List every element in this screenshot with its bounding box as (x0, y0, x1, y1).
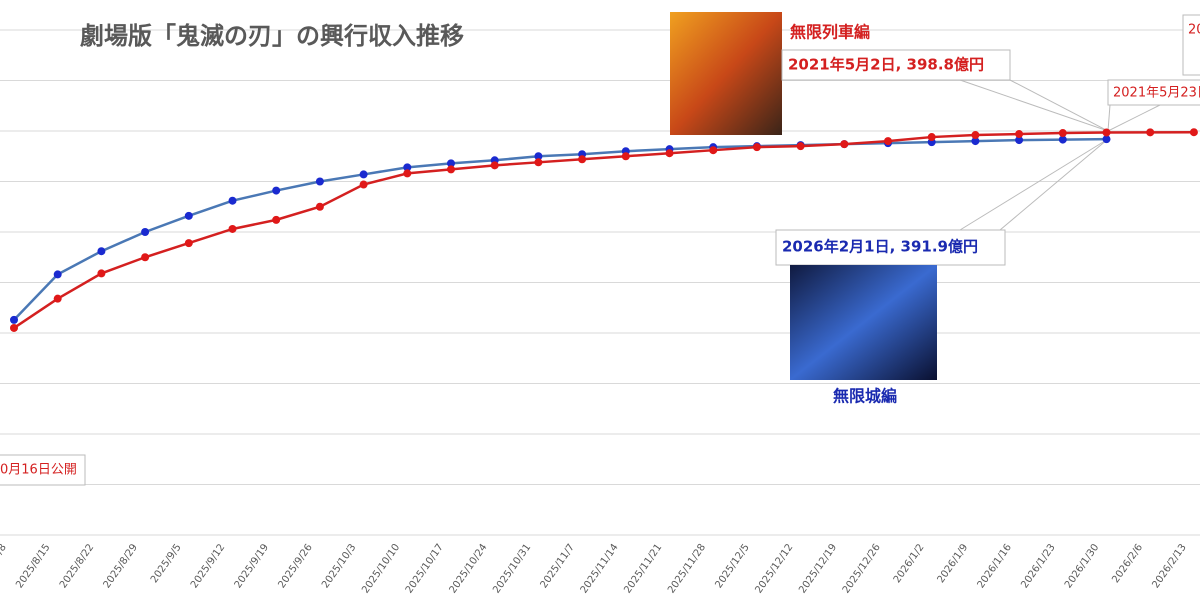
data-point (971, 137, 980, 146)
data-point (10, 315, 18, 324)
data-point (10, 323, 18, 332)
data-point (1058, 135, 1067, 144)
data-point (447, 165, 455, 174)
x-tick-label: 2025/10/31 (491, 542, 533, 596)
x-tick-label: 2025/10/17 (404, 542, 446, 596)
x-tick-label: 2026/2/6 (1110, 542, 1145, 585)
data-point (359, 170, 368, 179)
leader-lines (959, 79, 1161, 231)
x-tick-label: 2025/8/8 (0, 542, 9, 585)
x-tick-label: 2025/12/19 (797, 542, 839, 596)
series-label: 無限列車編 (790, 23, 870, 42)
movie-image (790, 265, 937, 380)
x-tick-label: 2025/11/21 (622, 542, 664, 596)
data-point (621, 152, 630, 161)
x-tick-label: 2025/12/26 (841, 542, 883, 596)
x-tick-label: 2025/9/19 (233, 542, 271, 590)
x-tick-label: 2025/10/10 (360, 542, 402, 596)
data-point (534, 152, 543, 161)
data-point (184, 211, 193, 220)
x-tick-label: 2026/1/9 (936, 542, 971, 585)
annotation-box (781, 49, 1011, 81)
x-tick-label: 2025/8/29 (102, 542, 140, 590)
data-point (1189, 128, 1198, 137)
x-tick-label: 2025/12/5 (713, 542, 751, 590)
data-point (53, 294, 62, 303)
data-point (315, 177, 324, 186)
chart-title: 劇場版「鬼滅の刃」の興行収入推移 (80, 22, 464, 50)
x-tick-label: 2025/12/12 (753, 542, 795, 596)
x-tick-label: 2026/1/30 (1063, 542, 1101, 590)
annotation: 20 (1188, 23, 1200, 38)
data-point (578, 155, 587, 164)
data-point (97, 269, 106, 278)
x-tick-label: 2025/8/15 (14, 542, 52, 590)
data-point (184, 239, 193, 248)
data-point (359, 180, 368, 189)
annotation: 2026年2月1日, 391.9億円 (782, 238, 978, 256)
data-point (971, 131, 980, 140)
annotation: 2021年5月23日 (1113, 86, 1200, 101)
data-point (1102, 128, 1111, 137)
series-line (13, 130, 1194, 329)
x-tick-label: 2025/11/7 (539, 542, 577, 590)
series-line (13, 137, 1107, 321)
data-point (1102, 135, 1111, 144)
x-tick-label: 2025/9/26 (276, 542, 314, 590)
data-point (1015, 130, 1024, 139)
x-tick-label: 2026/1/16 (976, 542, 1014, 590)
x-tick-label: 2026/1/23 (1019, 542, 1057, 590)
data-point (840, 140, 849, 149)
annotation-box (1107, 79, 1200, 106)
data-point (403, 169, 412, 178)
data-point (1015, 136, 1024, 145)
x-tick-label: 2026/2/13 (1150, 542, 1188, 590)
x-tick-label: 2025/11/28 (666, 542, 708, 596)
data-point (272, 215, 281, 224)
x-tick-label: 2025/9/12 (189, 542, 227, 590)
x-tick-label: 2025/10/3 (320, 542, 358, 590)
data-point (447, 159, 455, 168)
data-point (315, 202, 324, 211)
data-point (709, 146, 718, 155)
x-tick-label: 2025/9/5 (149, 542, 184, 585)
x-tick-label: 2025/10/24 (448, 542, 490, 596)
x-tick-label: 2025/8/22 (58, 542, 96, 590)
data-point (665, 149, 674, 158)
data-point (927, 133, 936, 142)
data-point (272, 186, 281, 195)
annotation-box (775, 229, 1006, 266)
data-point (403, 163, 412, 172)
series-label: 無限城編 (833, 387, 897, 406)
data-point (141, 228, 150, 236)
data-point (228, 224, 237, 233)
data-point (796, 142, 805, 151)
data-point (884, 137, 892, 146)
data-point (490, 161, 499, 170)
annotation-box (1182, 14, 1200, 76)
data-point (228, 196, 237, 205)
x-tick-label: 2026/1/2 (892, 542, 927, 585)
data-point (141, 253, 150, 262)
data-point (1058, 129, 1067, 138)
data-point (53, 270, 62, 279)
data-point (97, 247, 106, 256)
annotation: 2021年5月2日, 398.8億円 (788, 56, 984, 74)
data-point (534, 158, 543, 167)
annotation: 0月16日公開 (0, 463, 77, 478)
movie-image (670, 12, 782, 135)
annotation-box (0, 454, 86, 486)
data-point (752, 143, 761, 152)
x-tick-label: 2025/11/14 (579, 542, 621, 596)
data-point (1146, 128, 1155, 137)
